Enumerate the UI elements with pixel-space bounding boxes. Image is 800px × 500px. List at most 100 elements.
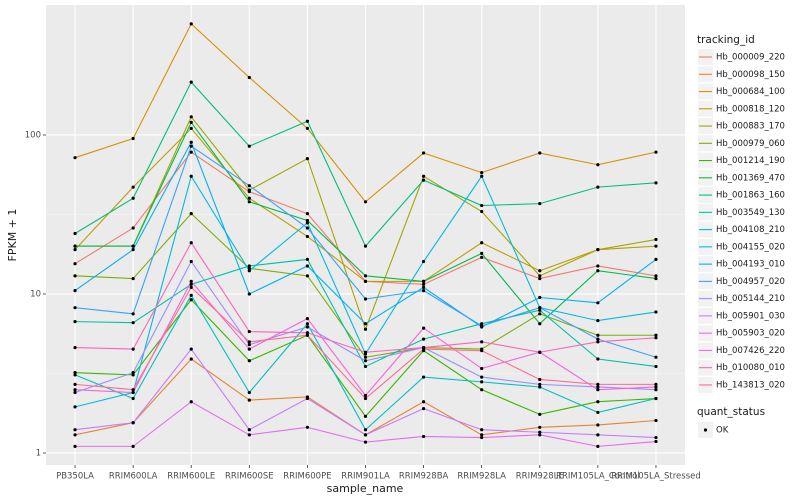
point (247, 184, 251, 188)
point (247, 398, 251, 402)
point (305, 157, 310, 161)
x-tick-label: RRIM928LA (457, 472, 506, 482)
point (480, 375, 484, 379)
point (305, 396, 310, 401)
point (654, 257, 658, 261)
point (189, 174, 193, 178)
point (421, 279, 426, 283)
point (596, 382, 600, 386)
legend-label: Hb_001369_470 (716, 173, 785, 183)
point (363, 440, 368, 444)
point (131, 248, 135, 252)
point (363, 433, 368, 437)
point (247, 433, 251, 437)
point (363, 355, 368, 359)
point (305, 257, 310, 261)
point (480, 435, 484, 440)
point (654, 181, 658, 185)
point (363, 364, 368, 369)
point (480, 251, 484, 255)
point (421, 434, 426, 439)
point (189, 241, 193, 245)
point (363, 279, 368, 283)
point (189, 285, 193, 289)
legend-label: Hb_143813_020 (716, 380, 785, 390)
legend-label: Hb_005903_020 (716, 329, 785, 339)
point (480, 255, 484, 259)
point (305, 274, 310, 278)
point (596, 400, 600, 404)
point (596, 444, 600, 448)
point (131, 196, 135, 200)
legend-label: Hb_005144_210 (716, 294, 785, 304)
legend-label: Hb_000818_120 (716, 104, 785, 114)
point (131, 421, 135, 425)
point (189, 212, 193, 216)
point (596, 423, 600, 427)
y-tick-label: 10 (30, 289, 41, 299)
point (363, 274, 368, 278)
point (131, 390, 135, 395)
point (305, 317, 310, 321)
point (73, 320, 77, 324)
legend-label: Hb_000098_150 (716, 70, 785, 80)
point (247, 329, 251, 334)
point (247, 264, 251, 268)
point (363, 327, 368, 331)
point (247, 144, 251, 148)
point (596, 357, 600, 361)
point (596, 319, 600, 323)
point (247, 292, 251, 296)
point (480, 380, 484, 384)
point (189, 144, 193, 148)
legend-label: Hb_004957_020 (716, 277, 785, 287)
point (421, 151, 426, 155)
point (363, 297, 368, 301)
point (654, 364, 658, 369)
point (538, 385, 542, 389)
point (538, 412, 542, 416)
point (480, 209, 484, 214)
point (305, 264, 310, 268)
point (654, 382, 658, 386)
point (247, 75, 251, 80)
point (189, 120, 193, 124)
point (480, 428, 484, 432)
legend-label: Hb_007426_220 (716, 346, 785, 356)
point (654, 310, 658, 314)
point (538, 433, 542, 437)
point (654, 435, 658, 440)
point (247, 196, 251, 200)
legend-label: Hb_000009_220 (716, 53, 785, 63)
point (421, 289, 426, 293)
point (131, 373, 135, 377)
point (421, 326, 426, 330)
point (73, 289, 77, 293)
point (480, 174, 484, 178)
point (480, 241, 484, 245)
legend-label: Hb_000883_170 (716, 122, 785, 132)
point (363, 350, 368, 354)
point (363, 359, 368, 363)
point (363, 396, 368, 401)
point (131, 388, 135, 392)
point (247, 200, 251, 204)
point (73, 444, 77, 448)
point (189, 293, 193, 297)
point (189, 357, 193, 361)
point (480, 340, 484, 344)
point (131, 396, 135, 401)
point (131, 347, 135, 351)
legend-label: Hb_000684_100 (716, 87, 785, 97)
point (596, 388, 600, 392)
point (596, 301, 600, 305)
point (73, 156, 77, 160)
point (189, 140, 193, 144)
y-tick-label: 1 (36, 448, 41, 458)
point (538, 295, 542, 300)
point (363, 200, 368, 204)
point (305, 331, 310, 335)
point (189, 150, 193, 154)
point (305, 119, 310, 123)
